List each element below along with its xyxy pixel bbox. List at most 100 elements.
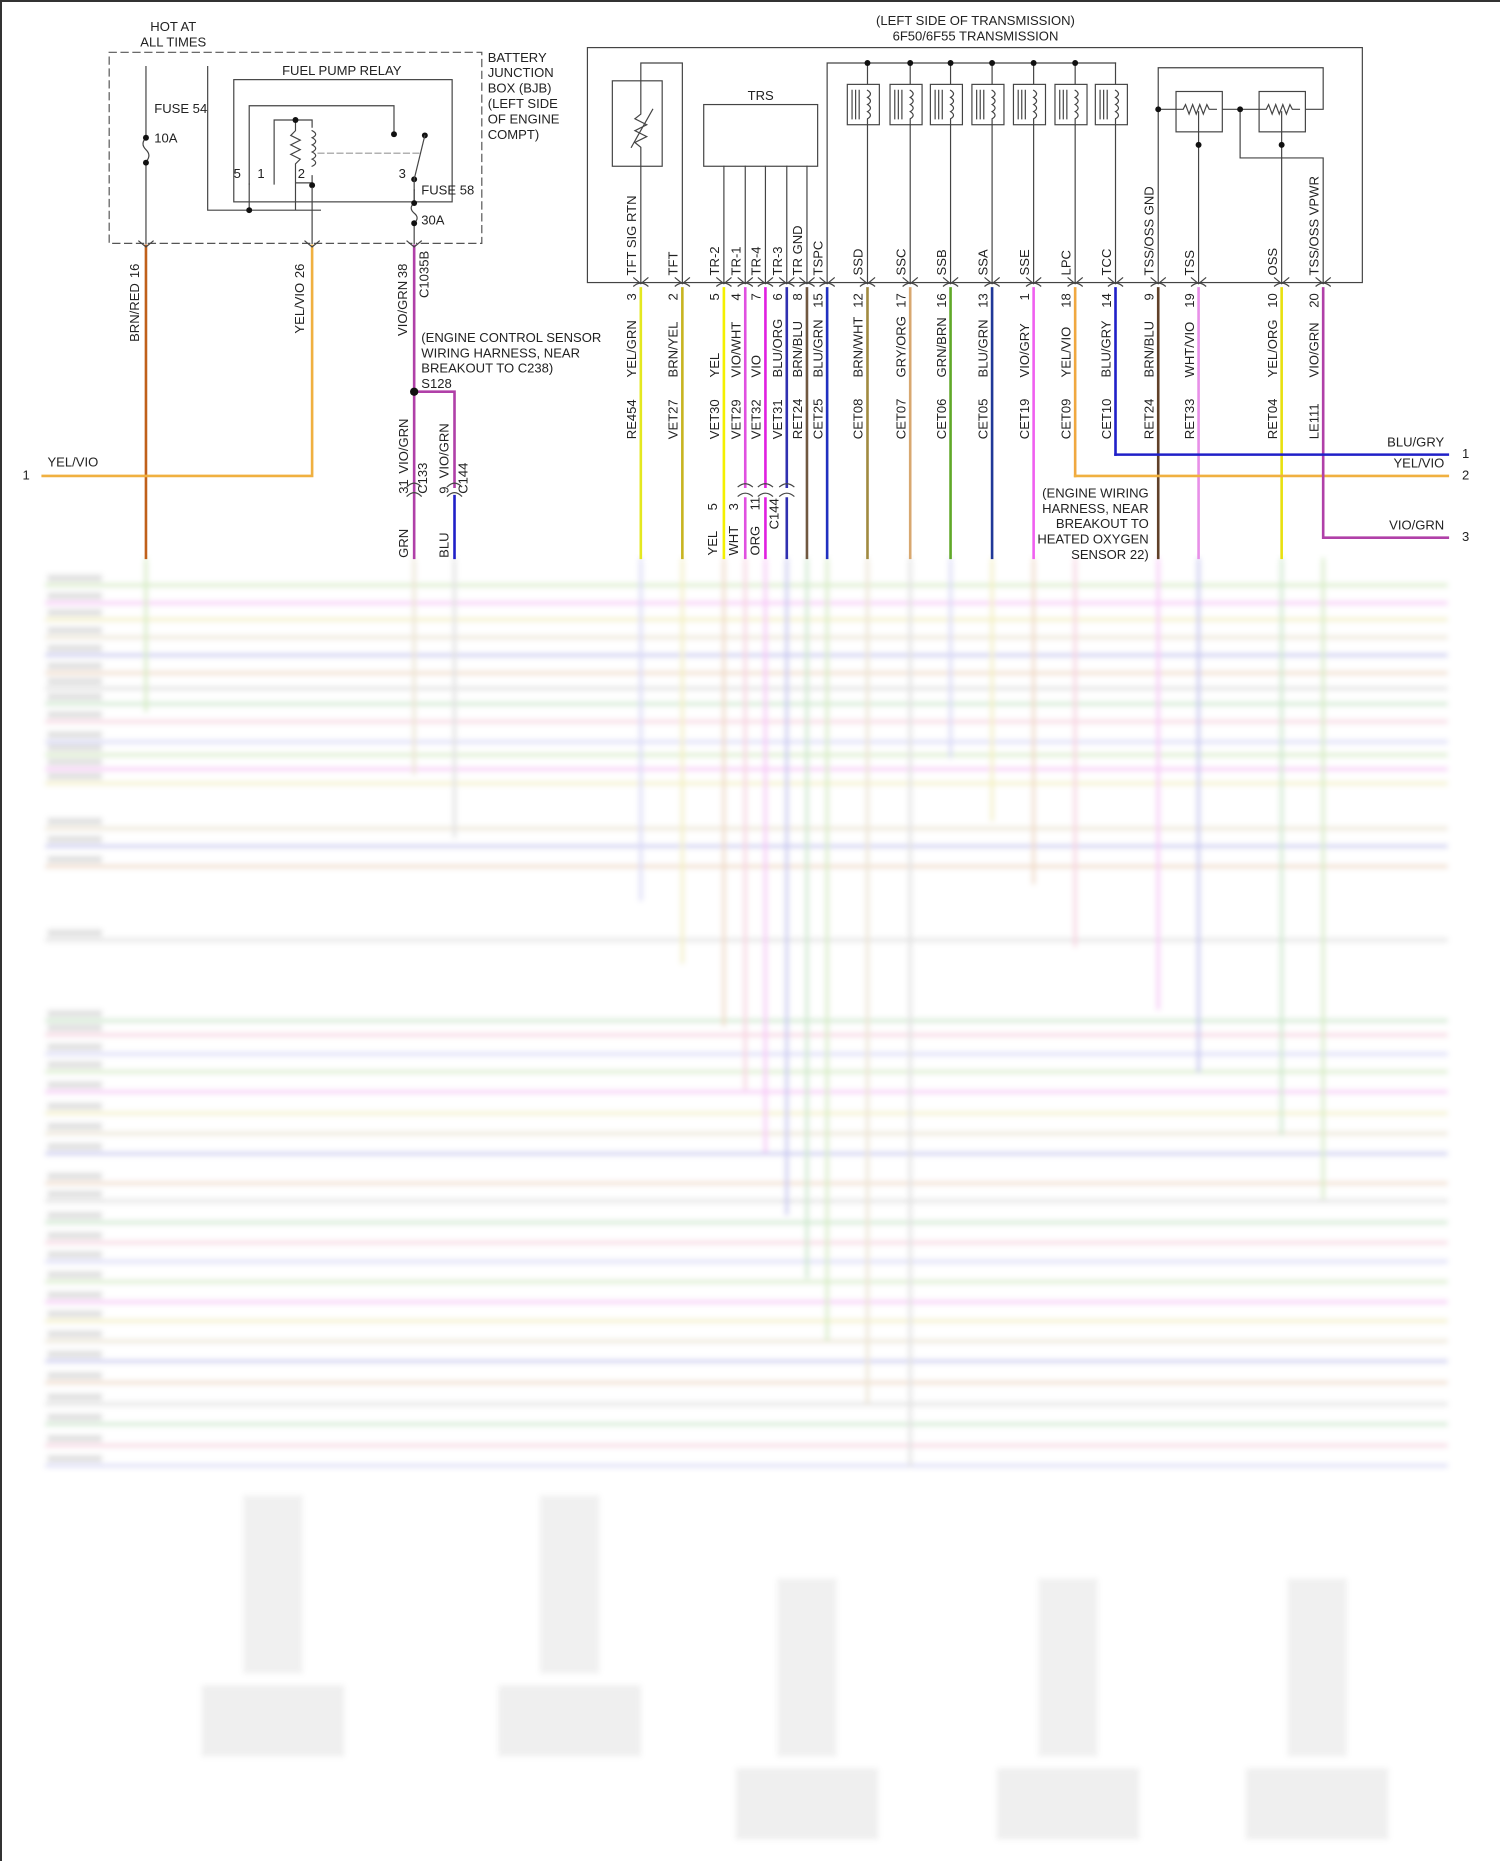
connector-pin-icon xyxy=(1107,276,1124,287)
pin-function-label: TSS/OSS VPWR xyxy=(1306,176,1321,275)
pin-function-label: TR-3 xyxy=(770,246,785,275)
svg-text:HARNESS, NEAR: HARNESS, NEAR xyxy=(1042,501,1149,516)
pin-function-label: SSC xyxy=(893,249,908,276)
pin-number: 16 xyxy=(934,293,949,308)
circuit-id: RET33 xyxy=(1182,399,1197,440)
pin-function-label: SSE xyxy=(1017,249,1032,275)
circuit-id: CET10 xyxy=(1099,399,1114,440)
pin-function-label: TSS/OSS GND xyxy=(1141,186,1156,275)
circuit-id: LE111 xyxy=(1306,403,1321,439)
pin-number: 13 xyxy=(975,293,990,308)
connector-pin-icon xyxy=(984,276,1001,287)
trs-label: TRS xyxy=(748,88,774,103)
c144b-below-org: ORG xyxy=(747,526,762,556)
pin-function-label: OSS xyxy=(1265,248,1280,276)
transmission-pin: TR GND 8 BRN/BLU RET24 xyxy=(790,225,815,560)
connector-pin-icon xyxy=(859,276,876,287)
pin-number: 12 xyxy=(851,293,866,308)
wire-label-vio-grn: VIO/GRN xyxy=(395,281,410,336)
thermistor-icon xyxy=(633,62,683,284)
pin-function-label: SSA xyxy=(975,249,990,275)
relay-pins: 5 1 2 3 xyxy=(234,166,406,181)
pin-26: 26 xyxy=(292,264,307,279)
transmission-pin: TR-4 7 VIO VET32 xyxy=(749,246,774,560)
pin-number: 4 xyxy=(729,293,744,300)
connector-pin-icon xyxy=(1190,276,1207,287)
transmission-pin: TR-1 4 VIO/WHT VET29 xyxy=(729,246,754,560)
svg-text:OF ENGINE: OF ENGINE xyxy=(488,112,560,127)
pin-number: 1 xyxy=(1017,293,1032,300)
c144-below-wire: BLU xyxy=(437,532,452,557)
circuit-id: VET32 xyxy=(749,399,764,439)
connector-pin-icon xyxy=(737,276,754,287)
pin-number: 19 xyxy=(1182,293,1197,308)
connector-pin-icon xyxy=(757,276,774,287)
svg-text:3: 3 xyxy=(399,166,406,181)
c144b-pin-5: 5 xyxy=(705,503,720,510)
pin-number: 10 xyxy=(1265,293,1280,308)
pin-number: 15 xyxy=(810,293,825,308)
pin-function-label: TR-1 xyxy=(729,246,744,275)
c144b-pin-3: 3 xyxy=(726,503,741,510)
connector-pin-icon xyxy=(715,276,732,287)
transmission-pin: SSD 12 BRN/WHT CET08 xyxy=(851,249,876,560)
trs-switch xyxy=(703,103,819,167)
wire-color-label: YEL/VIO xyxy=(1058,327,1073,378)
left-feed-wire: YEL/VIO xyxy=(47,454,98,469)
connector-c1035b: C1035B xyxy=(416,251,431,298)
c133-connector: C133 xyxy=(415,463,430,494)
bjb-label: BATTERY JUNCTION BOX (BJB) (LEFT SIDE OF… xyxy=(488,50,560,142)
pin-number: 8 xyxy=(790,293,805,300)
left-feed-number: 1 xyxy=(22,468,29,483)
connector-pin-icon xyxy=(1025,276,1042,287)
connector-pin-icon xyxy=(674,276,691,287)
pin-number: 7 xyxy=(749,293,764,300)
wire-color-label: BRN/BLU xyxy=(1141,321,1156,378)
svg-text:SENSOR 22): SENSOR 22) xyxy=(1071,547,1149,562)
connector-pin-icon xyxy=(1315,276,1332,287)
wire-yel-vio xyxy=(41,244,314,478)
transmission-pin: LPC 18 YEL/VIO CET09 xyxy=(1058,250,1084,478)
c144-pin: 9 xyxy=(437,487,452,494)
pin-function-label: TFT SIG RTN xyxy=(624,195,639,275)
pin-number: 18 xyxy=(1058,293,1073,308)
relay-coil-icon xyxy=(310,129,317,168)
wire-color-label: BLU/ORG xyxy=(770,319,785,378)
transmission-pin: TR-3 6 BLU/ORG VET31 xyxy=(770,246,795,560)
connector-pin-icon xyxy=(1273,276,1290,287)
pin-function-label: SSD xyxy=(851,249,866,276)
relay-switch-icon xyxy=(413,134,426,181)
transmission-pin: OSS 10 YEL/ORG RET04 xyxy=(1265,248,1290,560)
circuit-id: VET31 xyxy=(770,399,785,439)
all-times-label: ALL TIMES xyxy=(140,34,206,49)
transmission-pin: TFT SIG RTN 3 YEL/GRN RE454 xyxy=(624,195,649,560)
wire-color-label: VIO/GRN xyxy=(1306,322,1321,377)
transmission-pin: TSPC 15 BLU/GRN CET25 xyxy=(810,241,836,560)
bjb-box xyxy=(108,51,483,244)
solenoid-group xyxy=(846,60,1128,284)
tft-sensor xyxy=(611,80,663,167)
circuit-id: CET07 xyxy=(893,399,908,440)
c144b-pin-11: 11 xyxy=(747,497,762,511)
svg-text:2: 2 xyxy=(298,166,305,181)
svg-text:(ENGINE WIRING: (ENGINE WIRING xyxy=(1042,485,1149,500)
potentiometer-icon xyxy=(1175,102,1301,133)
svg-text:(LEFT SIDE: (LEFT SIDE xyxy=(488,96,558,111)
circuit-id: VET29 xyxy=(729,399,744,439)
fuel-pump-relay xyxy=(233,79,453,203)
svg-text:HEATED OXYGEN: HEATED OXYGEN xyxy=(1037,532,1148,547)
connector-pin-icon xyxy=(1150,276,1167,287)
pin-function-label: TSS xyxy=(1182,250,1197,276)
pin-number: 3 xyxy=(624,293,639,300)
pin-number: 6 xyxy=(770,293,785,300)
fuse-54-rating: 10A xyxy=(154,131,178,146)
splice-note: (ENGINE CONTROL SENSOR WIRING HARNESS, N… xyxy=(421,330,601,376)
feed-2-label: YEL/VIO xyxy=(1393,456,1444,471)
circuit-id: VET27 xyxy=(666,399,681,439)
wire-color-label: YEL/GRN xyxy=(624,320,639,377)
feed-2-number: 2 xyxy=(1462,468,1469,483)
wire-color-label: BLU/GRY xyxy=(1099,320,1114,377)
pin-function-label: TCC xyxy=(1099,249,1114,276)
feed-1-number: 1 xyxy=(1462,446,1469,461)
